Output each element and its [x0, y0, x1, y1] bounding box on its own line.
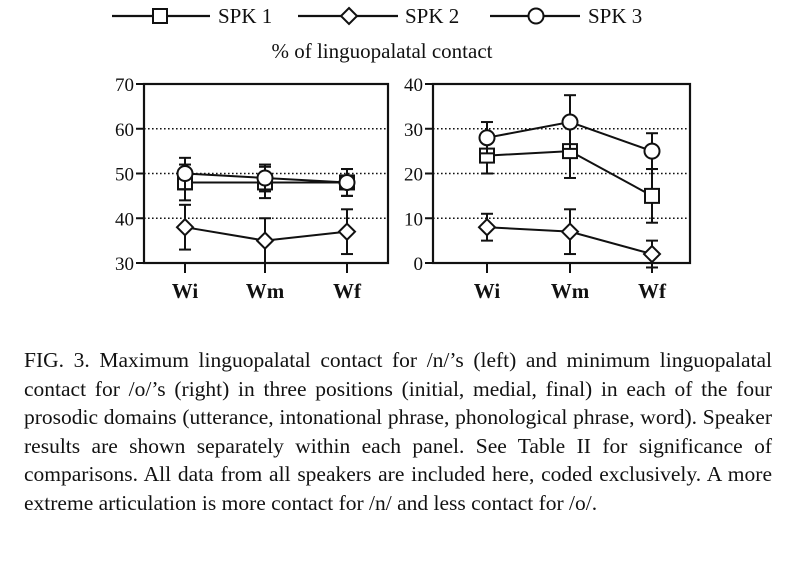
legend: SPK 1 SPK 2 SPK 3 — [112, 4, 642, 28]
legend-entry-1: SPK 1 — [112, 4, 272, 28]
y-tick-label: 60 — [115, 120, 134, 141]
y-tick-label: 40 — [404, 75, 423, 96]
data-point-diamond — [255, 231, 275, 251]
series-spk-2 — [477, 208, 662, 269]
x-tick-label: Wm — [551, 279, 590, 303]
y-tick-label: 40 — [115, 209, 134, 230]
data-point-circle — [256, 169, 274, 187]
data-point-diamond — [337, 222, 357, 242]
left-panel: 30 40 50 60 70 Wi Wm Wf — [115, 75, 390, 303]
y-tick-label: 0 — [414, 254, 424, 275]
y-tick-label: 30 — [115, 254, 134, 275]
series-spk-1 — [479, 123, 660, 224]
legend-diamond-marker — [339, 6, 359, 26]
legend-entry-3: SPK 3 — [490, 4, 642, 28]
x-tick-label: Wf — [638, 279, 667, 303]
data-point-diamond — [175, 217, 195, 237]
figure: SPK 1 SPK 2 SPK 3 % of linguopalatal conta… — [112, 4, 692, 303]
data-point-diamond — [560, 222, 580, 242]
legend-label-2: SPK 2 — [405, 4, 459, 28]
series-spk-2 — [175, 203, 357, 264]
x-tick-label: Wf — [333, 279, 362, 303]
data-point-diamond — [642, 244, 662, 264]
data-point-circle — [176, 165, 194, 182]
data-point-square — [644, 187, 660, 204]
legend-circle-marker — [527, 7, 545, 25]
y-tick-label: 30 — [404, 120, 423, 141]
series-spk-3 — [176, 156, 356, 197]
legend-label-3: SPK 3 — [588, 4, 642, 28]
y-tick-label: 50 — [115, 165, 134, 186]
data-point-circle — [478, 129, 496, 147]
figure-caption: FIG. 3. Maximum linguopalatal contact fo… — [24, 348, 772, 515]
data-point-diamond — [477, 217, 497, 237]
legend-entry-2: SPK 2 — [298, 4, 459, 28]
legend-square-marker — [152, 8, 168, 24]
x-tick-label: Wi — [474, 279, 501, 303]
data-point-circle — [643, 142, 661, 160]
chart-title: % of linguopalatal contact — [271, 39, 492, 63]
data-point-circle — [561, 113, 579, 131]
legend-label-1: SPK 1 — [218, 4, 272, 28]
x-tick-label: Wm — [246, 279, 285, 303]
y-tick-label: 70 — [115, 75, 134, 96]
series-spk-3 — [478, 94, 661, 171]
x-tick-label: Wi — [172, 279, 199, 303]
data-point-circle — [338, 173, 356, 191]
y-tick-label: 20 — [404, 165, 423, 186]
right-panel: 0 10 20 30 40 Wi Wm Wf — [404, 75, 692, 303]
y-tick-label: 10 — [404, 209, 423, 230]
